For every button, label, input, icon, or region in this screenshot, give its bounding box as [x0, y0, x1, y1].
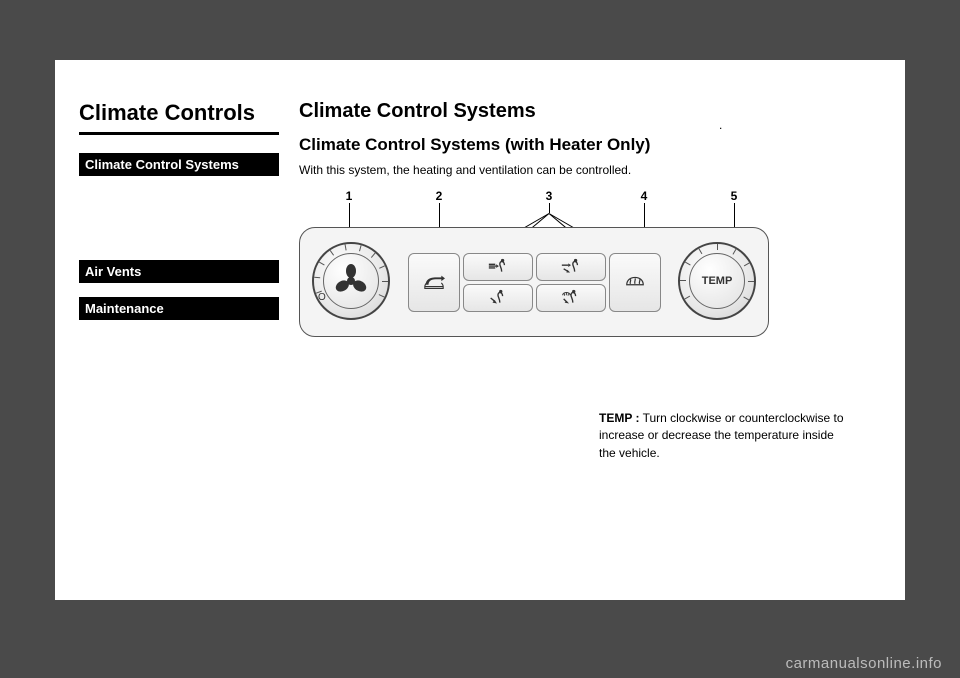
legend-temp-label: TEMP :: [599, 411, 639, 425]
column-layout: Climate Controls Climate Control Systems…: [79, 100, 881, 580]
toc-section-maintenance: Maintenance: [79, 297, 279, 320]
temp-knob-label: TEMP: [702, 275, 733, 287]
bilevel-icon: [560, 258, 582, 276]
defrost-icon: [624, 273, 646, 291]
knob-tick: [699, 248, 703, 254]
legend-temp: TEMP : Turn clockwise or counterclockwis…: [599, 410, 849, 462]
knob-tick: [680, 280, 686, 281]
callout-line: [734, 203, 735, 229]
bilevel-mode-button[interactable]: [536, 253, 606, 281]
callout-3: 3: [546, 189, 553, 203]
knob-tick: [382, 281, 388, 282]
floor-icon: [487, 289, 509, 307]
toc-column: Climate Controls Climate Control Systems…: [79, 100, 279, 580]
fan-zero-mark: O: [318, 292, 326, 303]
knob-tick: [744, 263, 750, 267]
knob-tick: [733, 249, 737, 255]
toc-section-airvents: Air Vents: [79, 260, 279, 283]
callout-2: 2: [436, 189, 443, 203]
knob-tick: [330, 250, 334, 255]
chapter-title: Climate Controls: [79, 100, 279, 135]
callout-line: [349, 203, 350, 229]
recirculate-icon: [423, 273, 445, 291]
main-column: Climate Control Systems . Climate Contro…: [299, 100, 881, 580]
manual-page: Climate Controls Climate Control Systems…: [55, 60, 905, 600]
callout-1: 1: [346, 189, 353, 203]
vent-mode-button[interactable]: [463, 253, 533, 281]
knob-tick: [743, 297, 749, 301]
knob-tick: [717, 244, 718, 250]
knob-tick: [684, 296, 690, 300]
toc-section-climate: Climate Control Systems: [79, 153, 279, 176]
knob-tick: [371, 253, 376, 258]
callout-5: 5: [731, 189, 738, 203]
fan-knob-face: [323, 253, 379, 309]
callout-4: 4: [641, 189, 648, 203]
floor-defog-icon: [560, 289, 582, 307]
temp-knob[interactable]: TEMP: [678, 242, 756, 320]
knob-tick: [314, 277, 320, 279]
defrost-button[interactable]: [609, 253, 661, 312]
climate-control-diagram: 1 2 3 4 5: [299, 189, 779, 359]
subsection-heading: Climate Control Systems (with Heater Onl…: [299, 135, 881, 155]
fan-icon: [336, 266, 366, 296]
fan-knob[interactable]: O: [312, 242, 390, 320]
recirculate-button[interactable]: [408, 253, 460, 312]
floor-defog-mode-button[interactable]: [536, 284, 606, 312]
watermark: carmanualsonline.info: [786, 655, 942, 672]
knob-tick: [379, 294, 385, 297]
knob-tick: [379, 265, 385, 268]
toc-spacer: [79, 285, 279, 297]
floor-mode-button[interactable]: [463, 284, 533, 312]
knob-tick: [359, 245, 362, 251]
section-heading: Climate Control Systems: [299, 100, 881, 123]
intro-text: With this system, the heating and ventil…: [299, 163, 881, 177]
mode-button-group: [408, 252, 662, 312]
stray-dot: .: [719, 118, 722, 132]
knob-tick: [319, 262, 325, 266]
knob-tick: [748, 281, 754, 282]
temp-knob-face: TEMP: [689, 253, 745, 309]
knob-tick: [345, 244, 347, 250]
control-panel: O TEMP: [299, 227, 769, 337]
knob-tick: [685, 262, 691, 266]
vent-icon: [487, 258, 509, 276]
toc-spacer: [79, 178, 279, 260]
callout-line: [549, 203, 550, 213]
